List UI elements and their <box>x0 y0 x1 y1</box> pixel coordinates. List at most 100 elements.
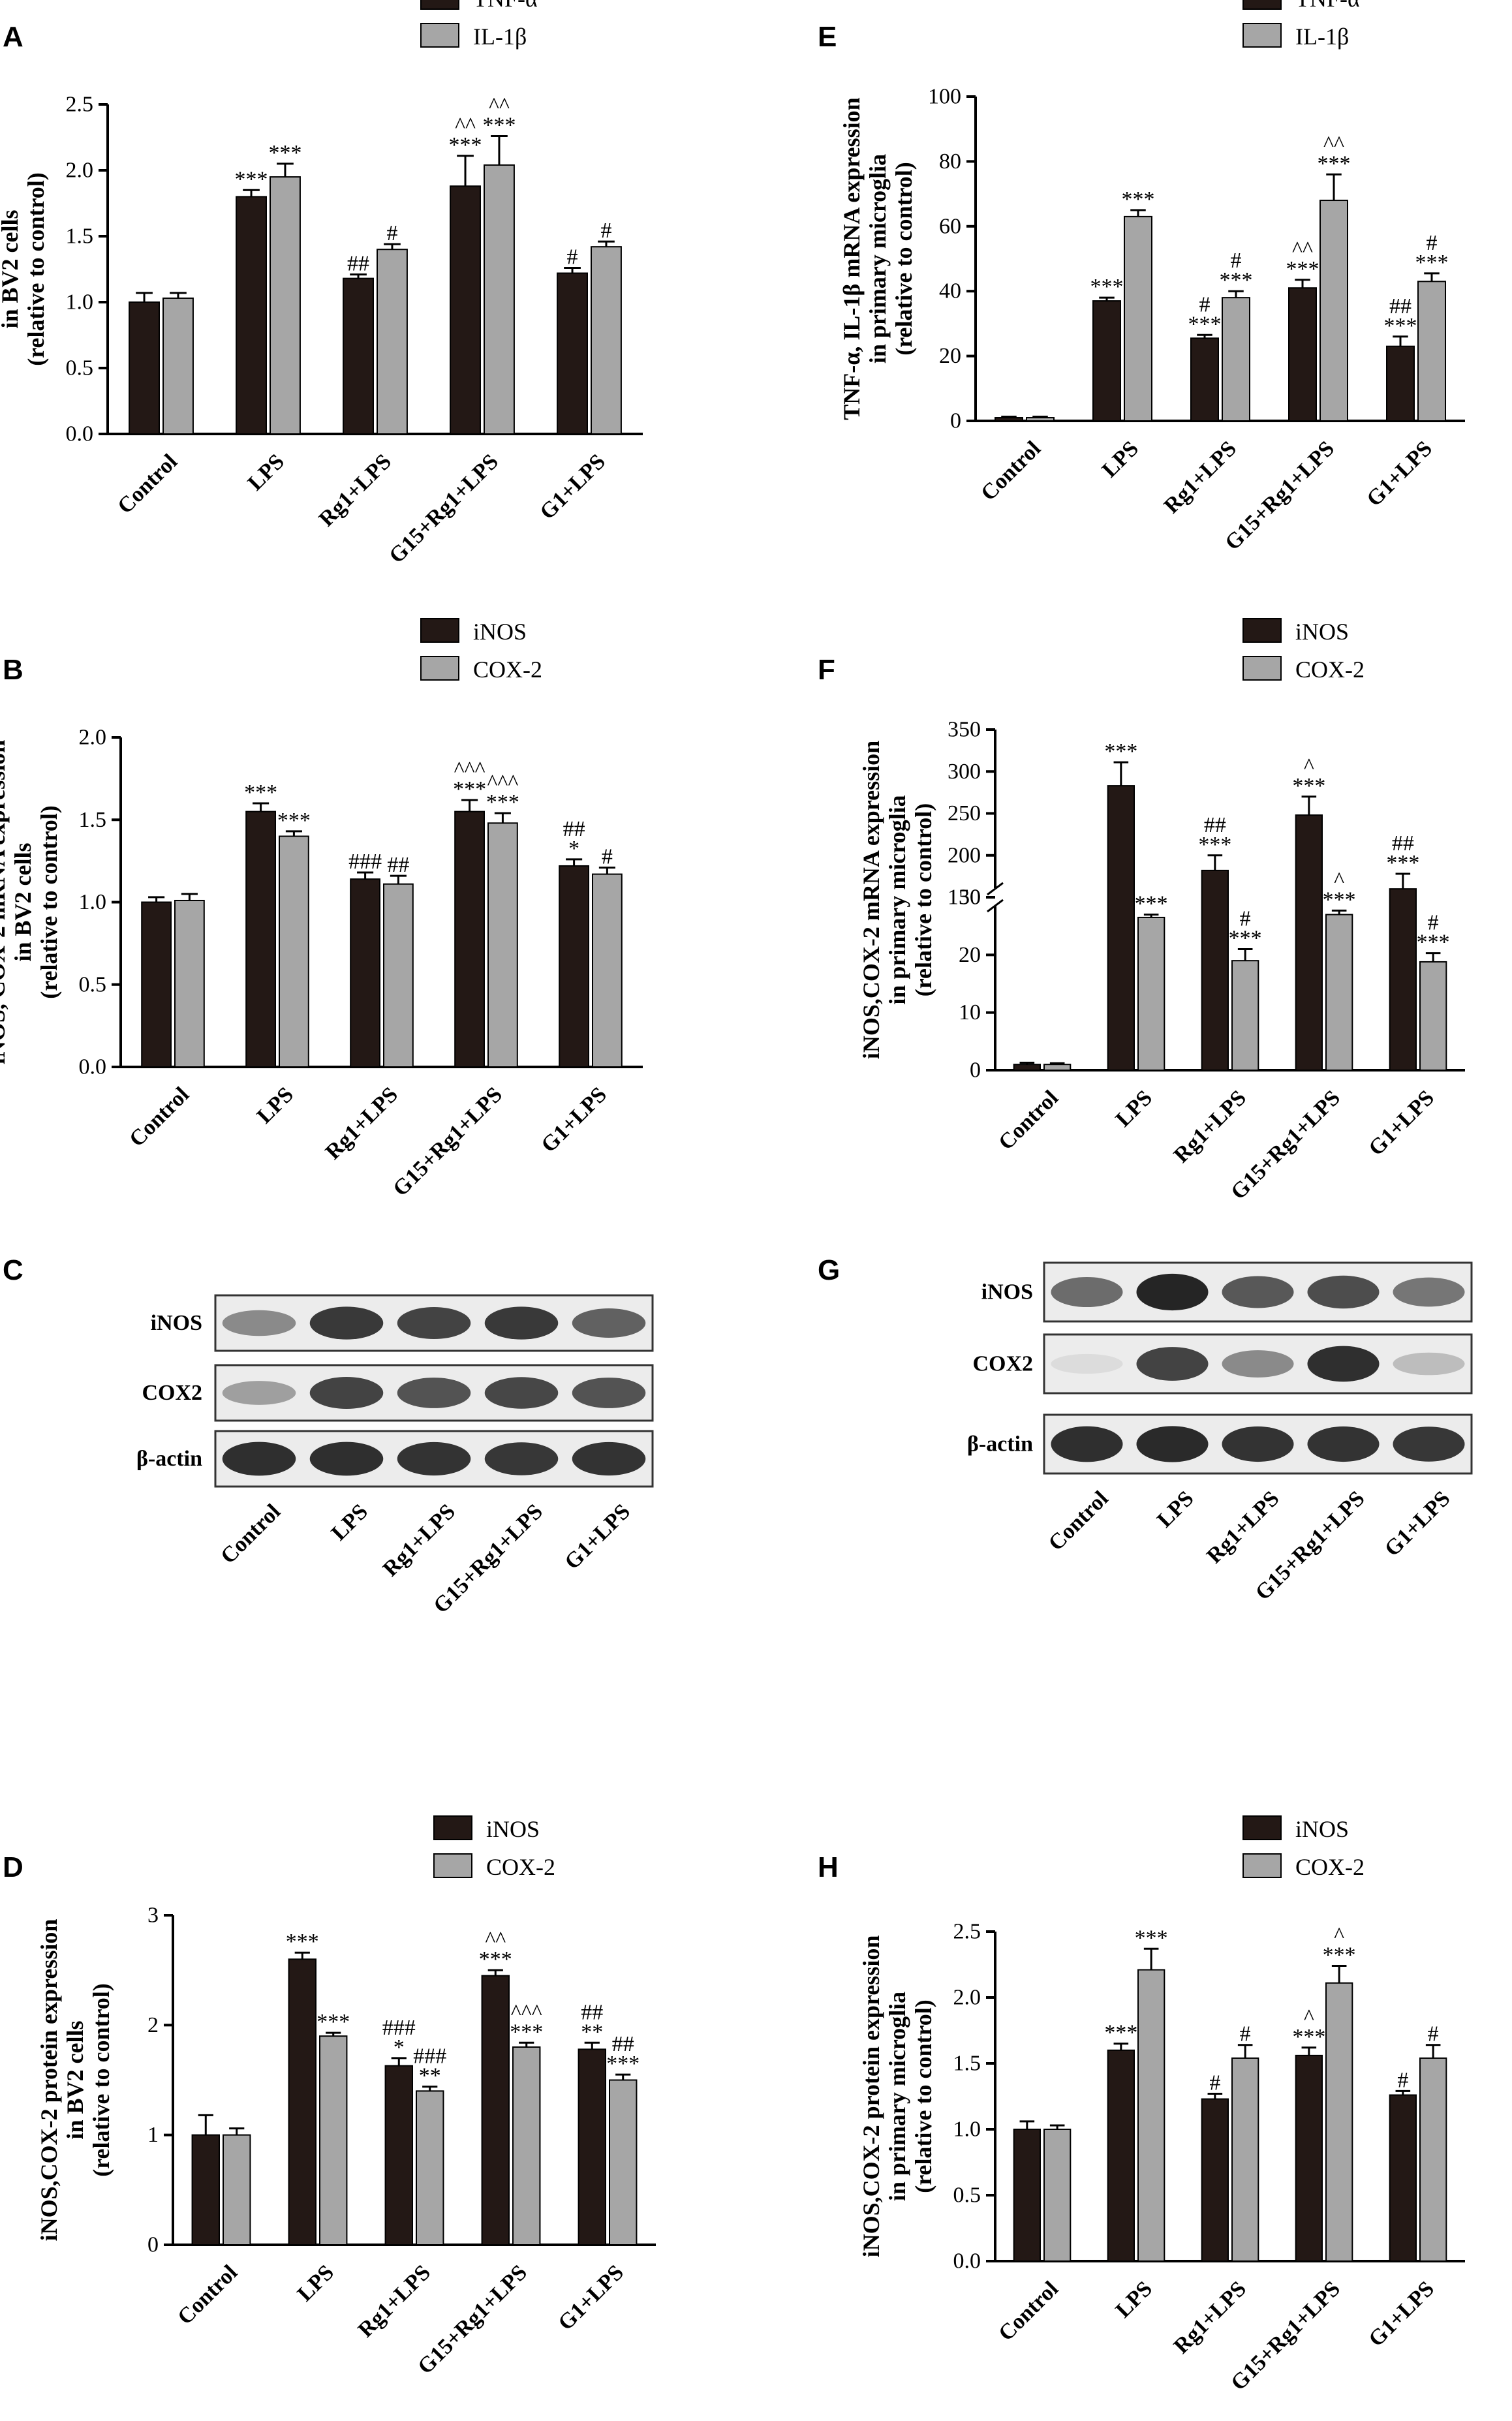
y-axis-label-line: (relative to control) <box>891 162 917 356</box>
bar-e-s1-c3 <box>1319 200 1348 422</box>
y-tick-label: 2.5 <box>66 93 94 117</box>
legend-swatch <box>420 0 459 10</box>
significance-mark: ^^ <box>1323 132 1344 156</box>
bar-h-s0-c2 <box>1201 2098 1229 2262</box>
blot-band <box>1393 1277 1465 1307</box>
legend-label: iNOS <box>1295 619 1349 645</box>
blot-lane-group: Control <box>1044 1487 1113 1556</box>
significance-mark: *** <box>1286 257 1319 281</box>
significance-mark: ^ <box>1334 868 1344 892</box>
y-tick-label: 1.5 <box>79 808 107 832</box>
legend-label: COX-2 <box>1295 1854 1365 1880</box>
y-axis-label-line: (relative to control) <box>23 172 49 366</box>
significance-mark: *** <box>1090 275 1124 299</box>
x-tick-label: G1+LPS <box>553 2260 628 2336</box>
legend-label: TNF-α <box>473 0 538 12</box>
bar-b-s1-c2 <box>383 883 414 1068</box>
x-tick-group: Rg1+LPS <box>1160 437 1241 518</box>
significance-mark: *** <box>482 113 516 137</box>
blot-band <box>397 1307 471 1339</box>
blot-band <box>222 1442 296 1476</box>
x-tick-label: G15+Rg1+LPS <box>388 1083 507 1201</box>
blot-lane-label: G1+LPS <box>1380 1487 1455 1562</box>
bar-e-s1-c0 <box>1026 417 1055 422</box>
significance-mark: ^^^ <box>454 758 486 782</box>
y-axis-label-line: iNOS, COX-2 mRNA expression <box>0 740 10 1064</box>
significance-mark: *** <box>1135 892 1168 916</box>
blot-band <box>1307 1346 1380 1382</box>
x-tick-label: G1+LPS <box>1362 437 1437 512</box>
significance-mark: ## <box>387 853 409 877</box>
x-tick-group: Control <box>173 2260 242 2330</box>
panel-letter-b: B <box>3 654 23 686</box>
bar-b-s1-c4 <box>592 873 623 1068</box>
legend-label: COX-2 <box>473 656 542 683</box>
legend-swatch <box>1242 23 1282 48</box>
bar-f-s1-c3 <box>1325 914 1353 1071</box>
bar-d-s0-c4 <box>578 2048 606 2246</box>
x-tick-label: Rg1+LPS <box>1169 1086 1251 1167</box>
y-tick-label: 1 <box>147 2123 159 2147</box>
blot-band <box>397 1442 471 1476</box>
y-tick-label: 3 <box>147 1904 159 1928</box>
x-tick-group: LPS <box>293 2260 339 2306</box>
chart-b: 0.0 0.5 1.0 1.5 2.0 iNOS, COX-2 mRNA expressi… <box>0 618 643 1201</box>
blot-row-label: β-actin <box>967 1432 1033 1457</box>
bar-b-s1-c1 <box>279 835 309 1068</box>
blot-lane-group: G1+LPS <box>560 1500 635 1575</box>
significance-mark: ^^^ <box>487 771 518 795</box>
y-axis-label-line: iNOS,COX-2 mRNA expression <box>858 741 884 1059</box>
bar-e-s1-c4 <box>1417 281 1446 422</box>
x-tick-group: Rg1+LPS <box>354 2260 435 2342</box>
x-tick-label: G15+Rg1+LPS <box>384 450 503 568</box>
panel-letter-e: E <box>818 21 837 53</box>
bar-b-s1-c0 <box>174 899 205 1068</box>
bar-a-s0-c4 <box>557 272 589 435</box>
significance-mark: *** <box>479 1947 512 1971</box>
x-tick-label: Control <box>994 1086 1063 1155</box>
significance-mark: ^^ <box>1292 238 1313 262</box>
y-axis-label-line: (relative to control) <box>36 805 62 999</box>
x-tick-label: G1+LPS <box>1364 1086 1439 1161</box>
x-tick-label: Rg1+LPS <box>1160 437 1241 518</box>
bar-a-s0-c0 <box>129 301 160 435</box>
legend-swatch <box>1242 618 1282 643</box>
significance-mark: *** <box>1292 774 1325 798</box>
bar-h-s0-c1 <box>1107 2049 1135 2262</box>
x-tick-label: Rg1+LPS <box>354 2260 435 2342</box>
x-tick-group: Control <box>994 1086 1063 1155</box>
y-tick-label: 100 <box>928 85 961 109</box>
panel-letter-g: G <box>818 1254 840 1286</box>
bar-e-s1-c2 <box>1222 297 1250 422</box>
bar-h-s1-c0 <box>1043 2129 1072 2262</box>
x-tick-group: LPS <box>1111 2277 1157 2322</box>
significance-mark: *** <box>1386 851 1419 875</box>
x-tick-group: LPS <box>1111 1086 1157 1132</box>
significance-mark: ^^ <box>485 1928 506 1952</box>
bar-d-s1-c1 <box>319 2035 348 2246</box>
legend-swatch <box>420 656 459 681</box>
blot-band <box>572 1442 646 1476</box>
bar-a-s0-c3 <box>450 185 482 435</box>
bar-h-s0-c0 <box>1013 2129 1041 2262</box>
significance-mark: *** <box>1122 187 1155 211</box>
x-tick-group: Rg1+LPS <box>1169 1086 1251 1167</box>
x-tick-group: G15+Rg1+LPS <box>384 450 503 568</box>
significance-mark: *** <box>1220 268 1253 292</box>
significance-mark: ## <box>563 817 585 841</box>
significance-mark: ## <box>1389 294 1412 318</box>
y-tick-label: 0.5 <box>79 972 107 996</box>
axis-break-mark <box>987 882 1004 896</box>
significance-mark: ** <box>419 2064 441 2088</box>
bar-h-s1-c1 <box>1137 1969 1165 2262</box>
y-axis-label-line: (relative to control) <box>910 1999 936 2193</box>
x-tick-label: LPS <box>253 1083 298 1128</box>
x-tick-group: G1+LPS <box>536 1083 611 1158</box>
y-tick-label: 2.0 <box>66 159 94 183</box>
x-tick-group: G1+LPS <box>1364 1086 1439 1161</box>
blot-band <box>1051 1353 1123 1374</box>
x-tick-group: Rg1+LPS <box>315 450 396 531</box>
y-tick-label: 1.0 <box>953 2118 981 2142</box>
